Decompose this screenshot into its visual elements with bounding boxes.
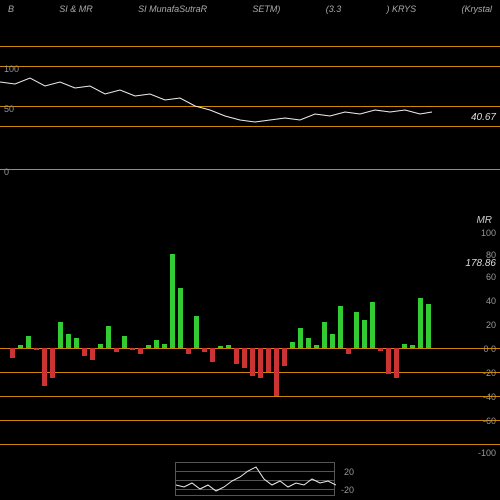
axis-label: -20 (483, 368, 496, 378)
bar (282, 348, 287, 366)
bar (114, 348, 119, 352)
bar (346, 348, 351, 354)
bar (18, 345, 23, 348)
axis-label: -20 (341, 485, 354, 495)
bar (58, 322, 63, 348)
bar (202, 348, 207, 352)
axis-label: -60 (483, 416, 496, 426)
bar (98, 344, 103, 348)
bar (378, 348, 383, 351)
bar (274, 348, 279, 396)
bar (50, 348, 55, 378)
bar (234, 348, 239, 364)
axis-label: 0 0 (483, 344, 496, 354)
bar (386, 348, 391, 374)
bar (122, 336, 127, 348)
header-item: (Krystal (461, 4, 492, 14)
bar (26, 336, 31, 348)
bar (242, 348, 247, 368)
bar (170, 254, 175, 348)
line-series (176, 463, 336, 497)
bar (330, 334, 335, 348)
bar (426, 304, 431, 348)
bar (258, 348, 263, 378)
axis-label: -40 (483, 392, 496, 402)
bar (250, 348, 255, 376)
bar (194, 316, 199, 348)
axis-label: -100 (478, 448, 496, 458)
bar (298, 328, 303, 348)
bar (410, 345, 415, 348)
bar (418, 298, 423, 348)
bar (10, 348, 15, 358)
header-item: SI & MR (59, 4, 93, 14)
axis-label: 178.86 (465, 258, 496, 269)
header-item: ) KRYS (387, 4, 417, 14)
bar (82, 348, 87, 356)
bar (74, 338, 79, 348)
axis-label: 100 (481, 228, 496, 238)
axis-label: 20 (344, 467, 354, 477)
bar (210, 348, 215, 362)
bar (354, 312, 359, 348)
bar (266, 348, 271, 372)
chart-header: B SI & MR SI MunafaSutraR SETM) (3.3 ) K… (0, 0, 500, 18)
bar (370, 302, 375, 348)
axis-label: 20 (486, 320, 496, 330)
bar (130, 348, 135, 350)
bar (226, 345, 231, 348)
bar (314, 345, 319, 348)
bar (186, 348, 191, 354)
axis-label: 60 (486, 272, 496, 282)
bar (362, 320, 367, 348)
header-item: SETM) (252, 4, 280, 14)
bar (106, 326, 111, 348)
header-item: (3.3 (326, 4, 342, 14)
bar (218, 346, 223, 348)
bar (402, 344, 407, 348)
bar (162, 344, 167, 348)
panel-title: MR (476, 215, 492, 226)
bar (322, 322, 327, 348)
rsi-panel: 10050040.67 (0, 24, 500, 169)
header-item: B (8, 4, 14, 14)
bar (34, 348, 39, 350)
bar (154, 340, 159, 348)
mr-panel: MR100806040200 0-20-40-60-100178.86 (0, 220, 500, 455)
mini-oscillator-panel: 20-20 (175, 462, 335, 496)
bar (90, 348, 95, 360)
bar (306, 338, 311, 348)
line-series (0, 24, 440, 169)
bar (138, 348, 143, 354)
bar (66, 334, 71, 348)
bar (394, 348, 399, 378)
bar (338, 306, 343, 348)
bar (146, 345, 151, 348)
axis-label: 40.67 (471, 112, 496, 123)
header-item: SI MunafaSutraR (138, 4, 207, 14)
bar (290, 342, 295, 348)
axis-label: 40 (486, 296, 496, 306)
bar (178, 288, 183, 348)
bar (42, 348, 47, 386)
